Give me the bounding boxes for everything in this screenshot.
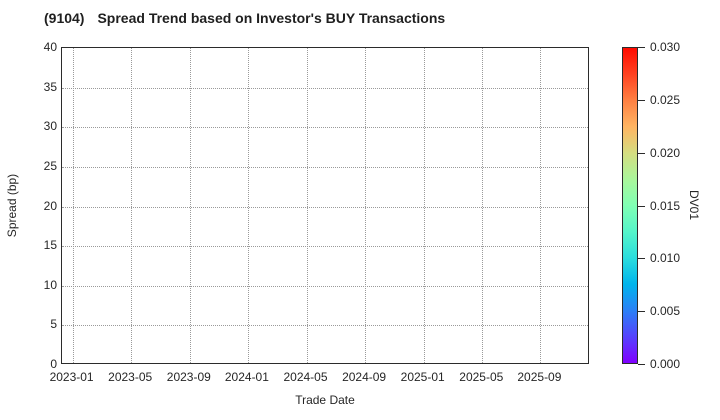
colorbar-tick-label: 0.005 xyxy=(650,304,681,319)
gridline-horizontal xyxy=(62,206,588,208)
chart-title-text: Spread Trend based on Investor's BUY Tra… xyxy=(97,10,446,26)
colorbar-tick-label: 0.000 xyxy=(650,357,681,371)
gridline-vertical xyxy=(131,48,133,363)
colorbar-tick-label: 0.020 xyxy=(650,145,681,160)
y-axis-label: Spread (bp) xyxy=(5,173,19,238)
x-tick-label: 2023-09 xyxy=(166,370,211,384)
gridline-vertical xyxy=(247,48,249,363)
plot-area xyxy=(61,47,589,364)
x-tick-label: 2023-01 xyxy=(49,370,94,384)
colorbar-tick-mark xyxy=(638,258,645,260)
y-tick-label: 20 xyxy=(43,198,57,213)
gridline-horizontal xyxy=(62,246,588,248)
colorbar-tick-label: 0.025 xyxy=(650,92,681,107)
x-tick-label: 2025-01 xyxy=(400,370,445,384)
y-tick-label: 15 xyxy=(43,238,57,253)
x-tick-label: 2024-01 xyxy=(224,370,269,384)
colorbar-tick-label: 0.015 xyxy=(650,198,681,213)
y-tick-label: 35 xyxy=(43,79,57,94)
colorbar-tick-label: 0.030 xyxy=(650,40,681,54)
colorbar-tick-mark xyxy=(638,99,645,101)
gridline-vertical xyxy=(482,48,484,363)
y-tick-label: 5 xyxy=(50,317,57,332)
gridline-vertical xyxy=(423,48,425,363)
y-tick-label: 10 xyxy=(43,277,57,292)
x-tick-label: 2023-05 xyxy=(108,370,153,384)
x-tick-label: 2025-05 xyxy=(459,370,504,384)
colorbar-tick-mark xyxy=(638,152,645,154)
colorbar-tick-label: 0.010 xyxy=(650,251,681,266)
colorbar-tick-mark xyxy=(638,205,645,207)
gridline-horizontal xyxy=(62,127,588,129)
y-tick-label: 40 xyxy=(43,40,57,54)
x-tick-label: 2025-09 xyxy=(517,370,562,384)
x-tick-label: 2024-09 xyxy=(342,370,387,384)
colorbar-tick-mark xyxy=(638,47,645,48)
colorbar-tick-mark xyxy=(638,311,645,313)
y-tick-label: 25 xyxy=(43,158,57,173)
y-tick-label: 30 xyxy=(43,119,57,134)
colorbar xyxy=(622,47,638,364)
gridline-vertical xyxy=(189,48,191,363)
gridline-horizontal xyxy=(62,285,588,287)
colorbar-label: DV01 xyxy=(687,190,701,221)
y-tick-label: 0 xyxy=(50,357,57,371)
gridline-horizontal xyxy=(62,87,588,89)
gridline-vertical xyxy=(365,48,367,363)
gridline-horizontal xyxy=(62,166,588,168)
gridline-vertical xyxy=(72,48,74,363)
gridline-vertical xyxy=(306,48,308,363)
gridline-horizontal xyxy=(62,325,588,327)
x-tick-label: 2024-05 xyxy=(283,370,328,384)
ticker-code: (9104) xyxy=(44,10,85,26)
colorbar-tick-mark xyxy=(638,364,645,365)
chart-title: (9104) Spread Trend based on Investor's B… xyxy=(44,10,445,26)
x-axis-label: Trade Date xyxy=(295,393,355,407)
gridline-vertical xyxy=(540,48,542,363)
